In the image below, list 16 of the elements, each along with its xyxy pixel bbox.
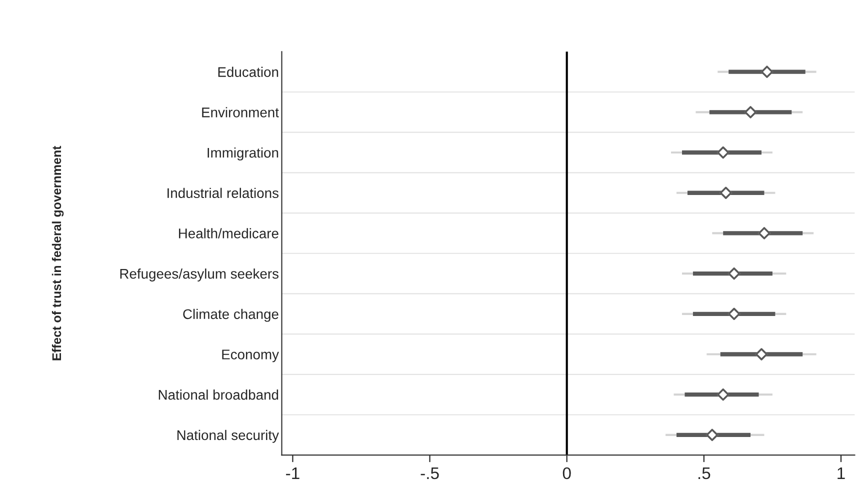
x-tick-label: .5: [698, 468, 710, 480]
y-tick-label: Immigration: [208, 147, 278, 160]
y-tick-label: Health/medicare: [178, 228, 278, 238]
x-tick-label: -1: [286, 468, 300, 479]
x-tick-label: -.5: [420, 468, 439, 480]
y-tick-label: National security: [177, 430, 279, 443]
y-tick-label: Economy: [222, 350, 279, 362]
y-axis-title: Effect of trust in federal government: [52, 146, 64, 360]
y-tick-label: Climate change: [183, 308, 278, 322]
x-tick-label: 1: [838, 468, 845, 479]
y-tick-label: Refugees/asylum seekers: [120, 268, 278, 282]
y-tick-label: National broadband: [158, 390, 278, 400]
x-tick-label: 0: [562, 467, 571, 480]
y-tick-label: Education: [218, 66, 278, 77]
y-tick-label: Industrial relations: [168, 188, 278, 198]
y-tick-label: Environment: [202, 107, 279, 118]
